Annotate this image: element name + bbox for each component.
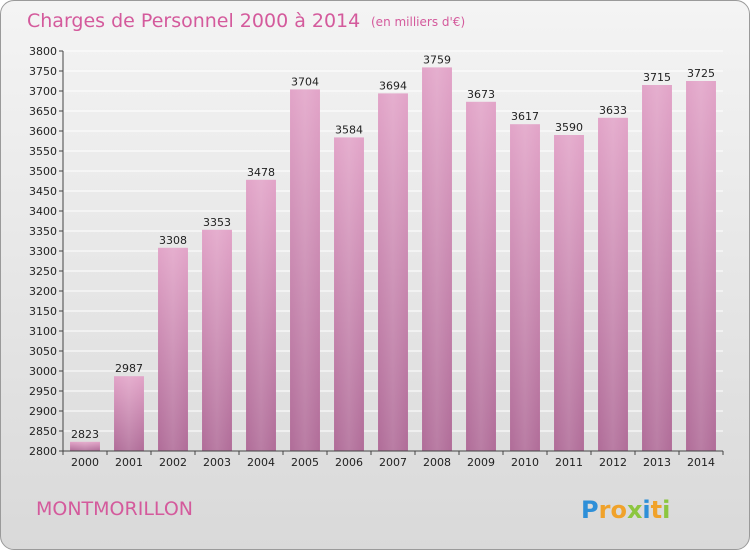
y-tick-label: 3650 [29,105,57,118]
y-tick-label: 2900 [29,405,57,418]
y-tick-label: 3700 [29,85,57,98]
place-name: MONTMORILLON [36,498,193,520]
x-tick-label: 2001 [115,456,143,469]
logo-letter: r [599,496,611,524]
chart-title: Charges de Personnel 2000 à 2014 [27,10,360,32]
data-label: 3617 [511,110,539,123]
logo-letter: t [651,496,662,524]
y-tick-label: 2800 [29,445,57,458]
x-tick-label: 2000 [71,456,99,469]
y-tick-label: 3500 [29,165,57,178]
logo-letter: i [662,496,670,524]
data-label: 2987 [115,362,143,375]
y-tick-label: 3050 [29,345,57,358]
data-label: 3715 [643,71,671,84]
bar-highlight [554,135,584,451]
data-label: 2823 [71,428,99,441]
x-tick-label: 2014 [687,456,715,469]
y-tick-label: 3400 [29,205,57,218]
data-labels: 2823 2987 3308 3353 3478 3704 3584 3694 3759 3673… [71,53,715,440]
y-tick-label: 3100 [29,325,57,338]
y-tick-label: 2950 [29,385,57,398]
bar-highlight [510,124,540,451]
x-tick-label: 2010 [511,456,539,469]
proxiti-logo: Proxiti [581,496,670,524]
y-tick-label: 3200 [29,285,57,298]
x-tick-label: 2013 [643,456,671,469]
y-tick-label: 3350 [29,225,57,238]
bar-highlight [114,376,144,451]
bar-highlight [686,81,716,451]
bar-highlight [378,93,408,452]
y-tick-label: 3750 [29,65,57,78]
data-label: 3478 [247,166,275,179]
logo-letter: i [642,496,650,524]
data-label: 3694 [379,79,407,92]
bar-highlight [466,101,496,452]
x-tick-label: 2011 [555,456,583,469]
y-tick-label: 3150 [29,305,57,318]
logo-letter: o [610,496,627,524]
bar-highlight [202,229,232,451]
bar-highlight [70,441,100,451]
y-tick-label: 2850 [29,425,57,438]
x-tick-label: 2003 [203,456,231,469]
x-tick-label: 2008 [423,456,451,469]
data-label: 3759 [423,53,451,66]
x-tick-labels: 2000 2001 2002 2003 2004 2005 2006 2007 2008 2009… [62,451,724,469]
data-label: 3590 [555,121,583,134]
x-tick-label: 2012 [599,456,627,469]
data-label: 3673 [467,88,495,101]
y-tick-label: 3300 [29,245,57,258]
bar-highlight [334,137,364,451]
bar-highlight [642,85,672,451]
bar-highlight [598,117,628,452]
y-tick-labels: 2800 2850 2900 2950 3000 3050 3100 3150 3200 3250… [29,45,63,458]
y-tick-label: 3450 [29,185,57,198]
logo-letter: P [581,496,599,524]
y-tick-label: 3600 [29,125,57,138]
chart-subtitle: (en milliers d'€) [371,15,465,29]
data-label: 3308 [159,234,187,247]
bars [70,67,716,452]
y-tick-label: 3550 [29,145,57,158]
x-tick-label: 2006 [335,456,363,469]
bar-highlight [246,179,276,452]
data-label: 3704 [291,75,319,88]
data-label: 3584 [335,123,363,136]
x-tick-label: 2007 [379,456,407,469]
logo-letter: x [627,496,643,524]
bar-highlight [158,247,188,451]
y-tick-label: 3000 [29,365,57,378]
bar-highlight [290,89,320,452]
bar-highlight [422,67,452,452]
data-label: 3633 [599,104,627,117]
data-label: 3725 [687,67,715,80]
x-tick-label: 2002 [159,456,187,469]
y-tick-label: 3800 [29,45,57,58]
y-tick-label: 3250 [29,265,57,278]
x-tick-label: 2004 [247,456,275,469]
x-tick-label: 2005 [291,456,319,469]
x-tick-label: 2009 [467,456,495,469]
data-label: 3353 [203,216,231,229]
